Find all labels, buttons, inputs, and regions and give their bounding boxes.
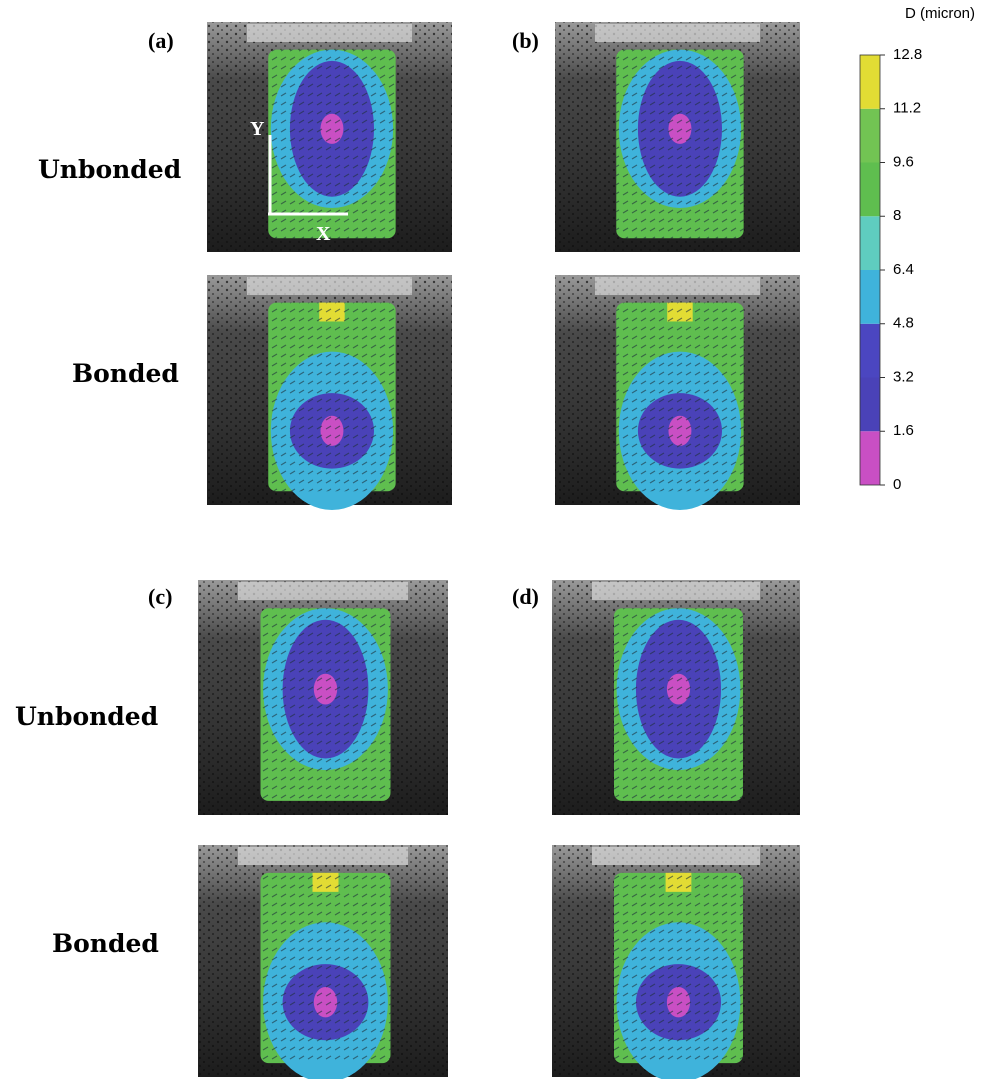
dic-image <box>555 22 800 252</box>
bright-edge <box>247 277 412 295</box>
row-label: Unbonded <box>38 155 181 184</box>
dic-image <box>198 580 448 815</box>
row-label: Unbonded <box>15 702 158 731</box>
panel-label: (a) <box>148 28 174 53</box>
colorbar-tick-label: 11.2 <box>893 100 921 117</box>
dic-image <box>552 580 800 815</box>
panel-label: (c) <box>148 584 172 609</box>
colorbar-band <box>860 55 880 109</box>
colorbar-tick-label: 0 <box>893 476 901 493</box>
colorbar-band <box>860 323 880 378</box>
colorbar-tick-label: 9.6 <box>893 153 914 170</box>
bright-edge <box>595 24 760 42</box>
vector-field <box>268 49 396 239</box>
colorbar-band <box>860 162 880 217</box>
colorbar-title: D (micron) <box>905 5 975 22</box>
vector-field <box>260 872 391 1064</box>
axis-label: X <box>316 223 331 245</box>
dic-image <box>207 22 452 252</box>
row-label: Bonded <box>52 929 159 958</box>
colorbar-tick-label: 1.6 <box>893 422 914 439</box>
colorbar-tick-label: 6.4 <box>893 261 914 278</box>
colorbar-tick-label: 3.2 <box>893 368 914 385</box>
vector-field <box>614 872 743 1064</box>
vector-field <box>260 608 391 801</box>
axis-label: Y <box>250 118 265 140</box>
dic-image <box>555 275 800 511</box>
bright-edge <box>247 24 412 42</box>
bright-edge <box>238 582 408 600</box>
dic-image <box>552 845 800 1079</box>
colorbar-band <box>860 270 880 324</box>
colorbar-band <box>860 377 880 432</box>
row-label: Bonded <box>72 359 179 388</box>
dic-image <box>207 275 452 511</box>
colorbar-tick-label: 8 <box>893 207 901 224</box>
dic-image <box>198 845 448 1079</box>
panel-label: (d) <box>512 584 539 609</box>
colorbar-tick-label: 12.8 <box>893 46 922 63</box>
colorbar-band <box>860 431 880 485</box>
colorbar-band <box>860 216 880 270</box>
vector-field <box>614 608 743 801</box>
bright-edge <box>238 847 408 865</box>
panel-label: (b) <box>512 28 539 53</box>
bright-edge <box>592 582 760 600</box>
colorbar-tick-label: 4.8 <box>893 315 914 332</box>
vector-field <box>616 49 744 239</box>
bright-edge <box>595 277 760 295</box>
bright-edge <box>592 847 760 865</box>
vector-field <box>616 302 744 492</box>
colorbar-band <box>860 108 880 163</box>
vector-field <box>268 302 396 492</box>
